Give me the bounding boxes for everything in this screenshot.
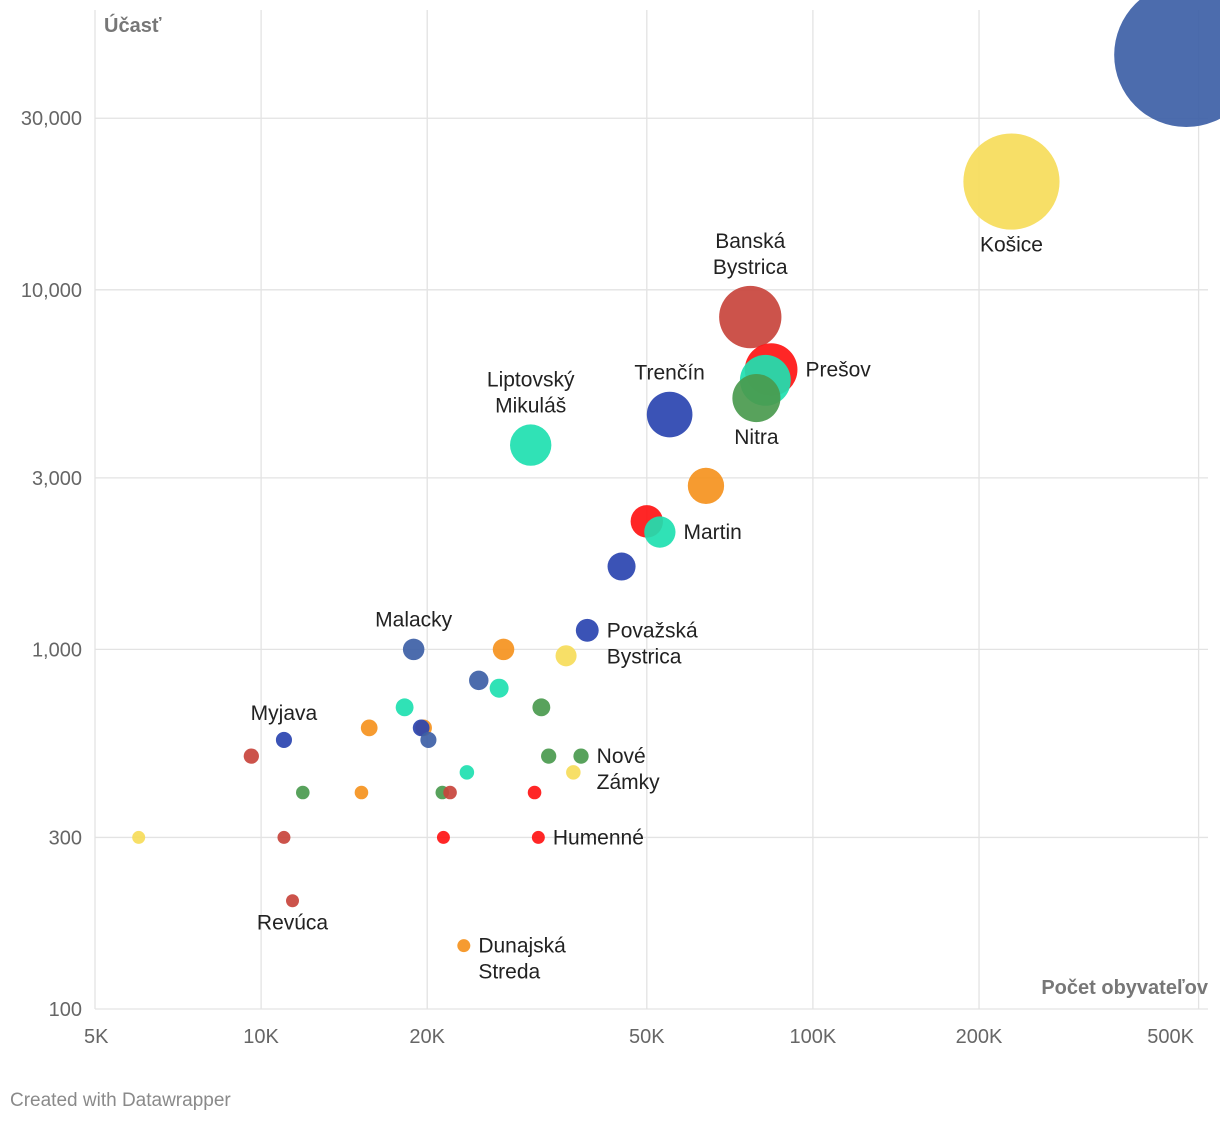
x-tick-label: 10K — [243, 1026, 279, 1048]
point-label: Malacky — [375, 609, 453, 632]
bubble-point: Nové Zámky — [573, 748, 589, 764]
bubble-point: Banská Bystrica — [719, 285, 782, 349]
bubble-point: Považská Bystrica — [575, 618, 599, 642]
point-labels: Košice Banská Bystrica Prešov Nitra Trenčín Li… — [251, 230, 1043, 984]
bubble-point: Malacky — [402, 638, 425, 661]
bubble-point: Rimavská Sobota — [243, 748, 259, 764]
x-tick-label: 20K — [409, 1026, 445, 1048]
bubble-point: Dolný Kubín — [395, 698, 414, 717]
point-label: Košice — [980, 234, 1043, 257]
bubble-point: Stropkov — [132, 830, 146, 844]
bubble-point: Bánovce nad Bebravou — [412, 719, 430, 737]
bubble-point: Šaľa — [295, 785, 310, 800]
bubble-point: Liptovský Mikuláš — [510, 424, 552, 466]
y-tick-label: 100 — [49, 999, 82, 1021]
bubble-point: Pezinok — [555, 645, 577, 667]
x-tick-label: 100K — [790, 1026, 837, 1048]
bubble-point: Senica — [469, 670, 489, 691]
x-axis-title: Počet obyvateľov — [1041, 977, 1209, 999]
x-tick-label: 500K — [1147, 1026, 1194, 1048]
x-tick-label: 200K — [956, 1026, 1003, 1048]
bubble-point: Vranov nad Topľou — [436, 830, 450, 844]
bubble-point: Nové Mesto nad Váhom — [420, 731, 437, 749]
point-label: Nitra — [734, 426, 779, 449]
bubble-point: Humenné — [531, 830, 545, 844]
bubble-point: Komárno — [541, 748, 557, 764]
point-label: Nové Zámky — [597, 745, 661, 794]
point-label: Trenčín — [634, 362, 704, 385]
point-label: Myjava — [251, 702, 318, 725]
x-tick-label: 50K — [629, 1026, 665, 1048]
bubble-point: Piešťany — [566, 765, 581, 780]
point-label: Dunajská Streda — [478, 935, 566, 984]
bubble-point: Brezno — [277, 830, 291, 844]
point-label: Humenné — [553, 826, 644, 849]
point-label: Banská Bystrica — [713, 230, 788, 279]
bubble-point: Skalica — [492, 638, 515, 661]
bubble-point: Nitra — [732, 374, 781, 423]
bubble-point: Košice — [963, 133, 1060, 230]
axis-ticks: 5K 10K 20K 50K 100K 200K 500K 100 300 1,000 3,000 1… — [21, 108, 1195, 1048]
bubble-point: Lučenec — [443, 785, 457, 800]
bubble-point: Ružomberok — [489, 678, 509, 698]
point-label: Prešov — [805, 359, 871, 382]
footer-credit: Created with Datawrapper — [10, 1090, 231, 1111]
point-label: Martin — [684, 521, 742, 544]
bubble-point: Trnava — [687, 467, 725, 505]
x-tick-label: 5K — [84, 1026, 109, 1048]
bubble-point: Dunajská Streda — [457, 939, 471, 953]
bubble-point: Partizánske — [354, 785, 369, 800]
y-tick-label: 300 — [49, 827, 82, 849]
bubble-point: Bratislava — [1114, 0, 1220, 128]
bubble-point: Myjava — [275, 731, 292, 749]
y-tick-label: 3,000 — [32, 468, 82, 490]
bubble-point: Poprad — [527, 785, 542, 800]
point-label: Liptovský Mikuláš — [487, 368, 575, 417]
data-points: BratislavaKošiceBanská BystricaPrešovŽil… — [132, 0, 1220, 953]
bubble-point: Martin — [644, 516, 676, 548]
bubble-point: Trenčín — [646, 391, 693, 438]
bubble-point: Zvolen — [607, 552, 636, 581]
y-tick-label: 10,000 — [21, 280, 82, 302]
bubble-point: Levice — [532, 698, 551, 717]
point-label: Považská Bystrica — [607, 619, 698, 668]
bubble-point: Revúca — [286, 894, 300, 908]
y-tick-label: 30,000 — [21, 108, 82, 130]
bubble-point: Hlohovec — [360, 719, 378, 737]
y-axis-title: Účasť — [104, 13, 162, 37]
bubble-point: Čadca — [459, 765, 475, 780]
y-tick-label: 1,000 — [32, 639, 82, 661]
point-label: Revúca — [257, 911, 329, 934]
